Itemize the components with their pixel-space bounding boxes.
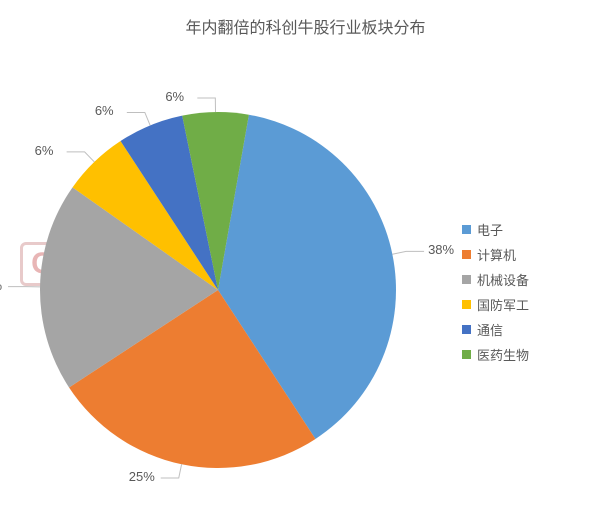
legend-swatch bbox=[462, 225, 471, 234]
legend-item: 电子 bbox=[462, 220, 529, 239]
legend-label: 通信 bbox=[477, 320, 503, 339]
leader-line bbox=[392, 251, 424, 254]
legend: 电子计算机机械设备国防军工通信医药生物 bbox=[462, 220, 529, 370]
legend-label: 国防军工 bbox=[477, 295, 529, 314]
legend-item: 通信 bbox=[462, 320, 529, 339]
legend-item: 机械设备 bbox=[462, 270, 529, 289]
leader-line bbox=[161, 464, 182, 478]
legend-label: 医药生物 bbox=[477, 345, 529, 364]
leader-line bbox=[67, 152, 95, 162]
chart-area: C 财联社股市频 电子计算机机械设备国防军工通信医药生物 38%25%19%6%… bbox=[0, 40, 611, 510]
legend-item: 计算机 bbox=[462, 245, 529, 264]
slice-percent-label: 6% bbox=[33, 143, 56, 158]
legend-swatch bbox=[462, 300, 471, 309]
legend-label: 电子 bbox=[477, 220, 503, 239]
chart-title: 年内翻倍的科创牛股行业板块分布 bbox=[0, 0, 611, 38]
legend-label: 机械设备 bbox=[477, 270, 529, 289]
slice-percent-label: 38% bbox=[426, 242, 456, 257]
legend-swatch bbox=[462, 275, 471, 284]
legend-swatch bbox=[462, 325, 471, 334]
legend-item: 医药生物 bbox=[462, 345, 529, 364]
legend-item: 国防军工 bbox=[462, 295, 529, 314]
leader-line bbox=[197, 98, 215, 112]
slice-percent-label: 19% bbox=[0, 278, 4, 293]
legend-swatch bbox=[462, 350, 471, 359]
leader-line bbox=[127, 112, 150, 125]
slice-percent-label: 6% bbox=[163, 89, 186, 104]
slice-percent-label: 6% bbox=[93, 103, 116, 118]
slice-percent-label: 25% bbox=[127, 469, 157, 484]
legend-swatch bbox=[462, 250, 471, 259]
legend-label: 计算机 bbox=[477, 245, 516, 264]
